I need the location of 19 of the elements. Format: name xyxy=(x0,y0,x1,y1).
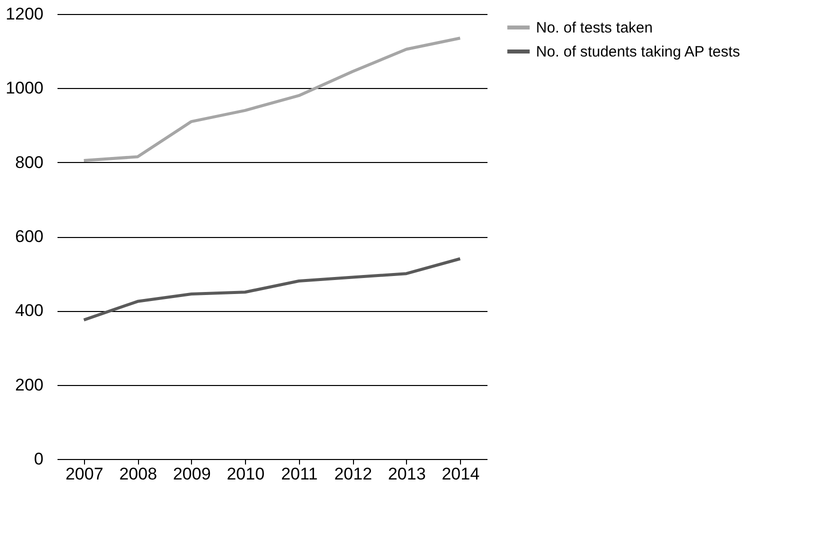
legend-label: No. of students taking AP tests xyxy=(536,44,740,60)
x-tick-label: 2013 xyxy=(388,464,426,484)
x-tick-label: 2010 xyxy=(226,464,265,484)
y-tick-label: 600 xyxy=(15,227,44,246)
legend-label: No. of tests taken xyxy=(536,20,653,36)
y-tick-label: 400 xyxy=(15,301,44,320)
y-tick-label: 1000 xyxy=(6,78,44,98)
y-tick-label: 0 xyxy=(34,450,44,468)
x-tick-label: 2011 xyxy=(281,464,318,484)
x-tick-label: 2008 xyxy=(119,464,158,484)
line-series xyxy=(82,257,462,322)
x-tick-label: 2014 xyxy=(442,464,480,484)
y-tick-label: 1200 xyxy=(6,4,44,24)
x-tick-label: 2012 xyxy=(334,464,372,484)
x-tick-label: 2009 xyxy=(172,464,211,484)
y-tick-label: 200 xyxy=(15,375,44,394)
x-tick-label: 2007 xyxy=(65,464,104,484)
line-series xyxy=(82,36,462,162)
y-tick-label: 800 xyxy=(15,152,44,172)
